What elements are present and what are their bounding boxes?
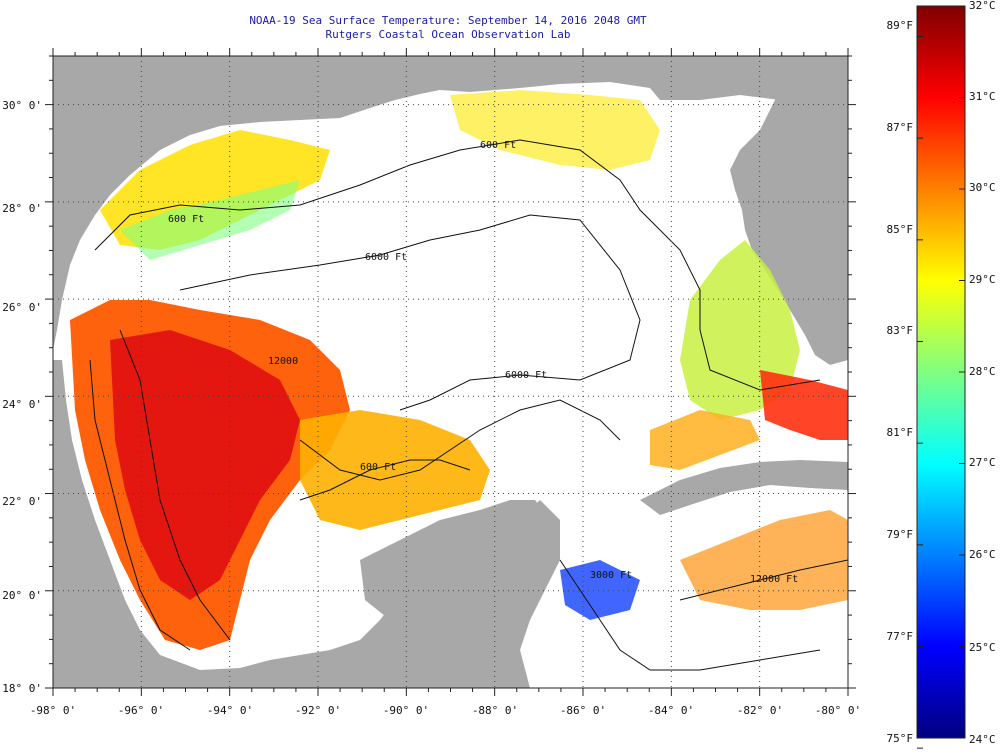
sst-swath-caribbean [680,510,848,610]
longitude-labels: -98° 0' -96° 0' -94° 0' -92° 0' -90° 0' … [30,704,861,717]
contour-label-7: 3000 Ft [590,570,632,581]
lon-label-94w: -94° 0' [207,704,253,717]
land-us-gulf-coast [53,56,848,350]
sst-swath-south-blue [560,560,640,620]
contour-label-3: 6000 Ft [365,252,407,263]
lon-label-80w: -80° 0' [815,704,861,717]
lat-label-26n: 26° 0' [2,301,42,314]
map-title-block: NOAA-19 Sea Surface Temperature: Septemb… [0,14,896,42]
contour-label-4: 6000 Ft [505,370,547,381]
cb-label-81f: 81°F [887,426,914,439]
lat-label-24n: 24° 0' [2,398,42,411]
lat-label-28n: 28° 0' [2,202,42,215]
contour-600ft-west [89,359,191,651]
sst-swath-northern-shelf-cool [120,180,300,260]
lon-label-88w: -88° 0' [472,704,518,717]
map-subtitle: Rutgers Coastal Ocean Observation Lab [325,28,571,41]
lat-label-20n: 20° 0' [2,589,42,602]
sst-swath-keys-warm [760,370,848,440]
cb-label-30c: 30°C [969,181,996,194]
cb-label-24c: 24°C [969,733,996,746]
map-title: NOAA-19 Sea Surface Temperature: Septemb… [249,14,647,27]
contour-12000ft-caribbean [679,559,848,601]
temperature-colorbar: 32°C 31°C 30°C 29°C 28°C 27°C 26°C 25°C … [887,0,996,749]
lon-label-84w: -84° 0' [648,704,694,717]
contour-3000ft-yucatan [559,559,821,671]
cb-label-79f: 79°F [887,528,914,541]
sst-swath-campeche-warm [300,410,490,530]
land-yucatan [360,500,550,628]
contour-label-5: 12000 [268,356,298,367]
cb-label-32c: 32°C [969,0,996,12]
cb-label-27c: 27°C [969,456,996,469]
land-cuba [640,460,848,515]
contour-label-2: 600 Ft [168,214,204,225]
sst-swath-northeast-shelf [450,90,660,170]
lat-label-22n: 22° 0' [2,495,42,508]
contour-label-6: 600 Ft [360,462,396,473]
cb-label-89f: 89°F [887,19,914,32]
graticule [53,56,848,688]
cb-label-75f: 75°F [887,732,914,745]
lon-label-98w: -98° 0' [30,704,76,717]
contour-6000ft-north [179,214,641,411]
latitude-labels: 18° 0' 20° 0' 22° 0' 24° 0' 26° 0' 28° 0… [2,99,42,695]
cb-label-87f: 87°F [887,121,914,134]
lon-label-82w: -82° 0' [737,704,783,717]
contour-6000ft-campeche [299,399,621,481]
cb-label-85f: 85°F [887,223,914,236]
cb-label-77f: 77°F [887,630,914,643]
lat-label-18n: 18° 0' [2,682,42,695]
lat-label-30n: 30° 0' [2,99,42,112]
cb-label-31c: 31°C [969,90,996,103]
cb-label-26c: 26°C [969,548,996,561]
cb-label-28c: 28°C [969,365,996,378]
contour-600ft-campeche [299,459,471,501]
colorbar-ticks [917,5,965,749]
colorbar-gradient [916,5,966,739]
contour-12000-west [119,329,231,641]
sst-swath-yucatan-channel [650,410,760,470]
lon-label-86w: -86° 0' [560,704,606,717]
cb-label-25c: 25°C [969,641,996,654]
contour-label-1: 600 Ft [480,140,516,151]
cb-label-83f: 83°F [887,324,914,337]
axis-ticks [45,48,856,696]
lon-label-92w: -92° 0' [295,704,341,717]
cb-label-29c: 29°C [969,273,996,286]
bathymetry-contours [89,139,848,671]
lon-label-90w: -90° 0' [383,704,429,717]
contour-600ft-north [94,139,821,391]
sst-swath-western-gulf-hot [110,330,300,600]
contour-label-8: 12000 Ft [750,574,798,585]
lon-label-96w: -96° 0' [118,704,164,717]
contour-labels: 600 Ft 600 Ft 6000 Ft 6000 Ft 12000 600 … [168,140,798,585]
